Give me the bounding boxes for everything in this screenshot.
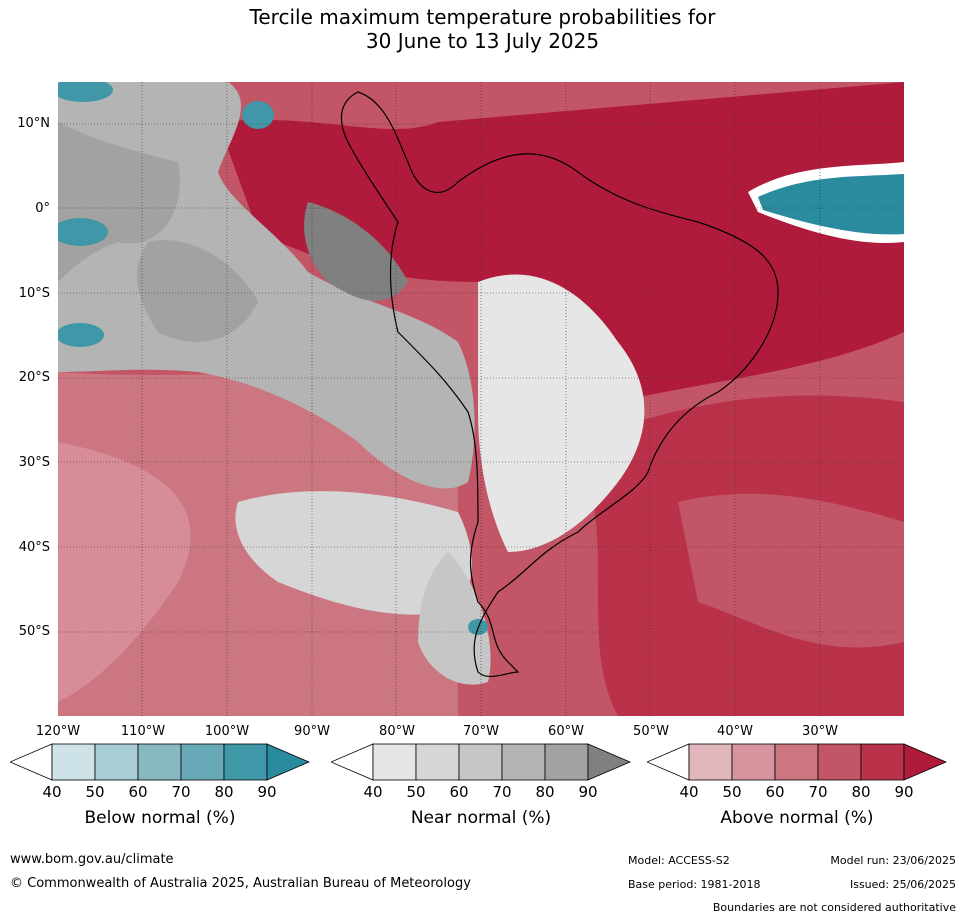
colorbar-above xyxy=(647,743,947,781)
colorbar-segment xyxy=(372,743,417,781)
colorbar-tick-label: 50 xyxy=(722,783,742,801)
colorbar-title-below: Below normal (%) xyxy=(84,808,236,828)
colorbar-tick-label: 40 xyxy=(42,783,62,801)
website-link[interactable]: www.bom.gov.au/climate xyxy=(10,852,174,867)
lon-label: 40°W xyxy=(717,724,753,739)
colorbar-segment xyxy=(137,743,182,781)
colorbar-title-near: Near normal (%) xyxy=(410,808,552,828)
colorbar-segment xyxy=(860,743,905,781)
colorbar-tick-label: 50 xyxy=(406,783,426,801)
colorbar-segment xyxy=(458,743,503,781)
issued-text: Issued: 25/06/2025 xyxy=(849,878,956,891)
colorbar-tick-label: 40 xyxy=(363,783,383,801)
colorbar-tick-label: 40 xyxy=(679,783,699,801)
colorbar-segment xyxy=(774,743,819,781)
colorbar-extend-low xyxy=(331,743,374,781)
lon-label: 50°W xyxy=(633,724,669,739)
colorbar-tick-label: 60 xyxy=(765,783,785,801)
colorbar-tick-label: 80 xyxy=(535,783,555,801)
colorbar-extend-high xyxy=(587,743,631,781)
lon-label: 80°W xyxy=(379,724,415,739)
colorbar-tick-label: 90 xyxy=(578,783,598,801)
colorbar-title-above: Above normal (%) xyxy=(720,808,874,828)
model-text: Model: ACCESS-S2 xyxy=(628,854,730,867)
lat-label: 50°S xyxy=(18,624,50,639)
colorbar-segment xyxy=(223,743,268,781)
colorbar-tick-label: 70 xyxy=(808,783,828,801)
lon-label: 110°W xyxy=(120,724,166,739)
colorbar-extend-low xyxy=(647,743,690,781)
model-run-text: Model run: 23/06/2025 xyxy=(830,854,956,867)
lon-label: 100°W xyxy=(204,724,250,739)
lat-label: 30°S xyxy=(18,455,50,470)
colorbar-below xyxy=(10,743,310,781)
colorbar-segment xyxy=(731,743,776,781)
map-title-line-1: Tercile maximum temperature probabilitie… xyxy=(249,5,716,29)
lon-label: 120°W xyxy=(35,724,81,739)
probability-map xyxy=(58,82,904,716)
colorbar-extend-low xyxy=(10,743,53,781)
colorbar-segment xyxy=(501,743,546,781)
copyright-text: © Commonwealth of Australia 2025, Austra… xyxy=(10,876,471,891)
base-period-text: Base period: 1981-2018 xyxy=(628,878,761,891)
colorbar-tick-label: 60 xyxy=(128,783,148,801)
colorbar-segment xyxy=(180,743,225,781)
colorbar-segment xyxy=(544,743,589,781)
colorbar-tick-label: 90 xyxy=(257,783,277,801)
colorbar-extend-high xyxy=(903,743,947,781)
lat-label: 0° xyxy=(35,201,50,216)
colorbar-tick-label: 70 xyxy=(492,783,512,801)
colorbar-tick-label: 90 xyxy=(894,783,914,801)
colorbar-segment xyxy=(51,743,96,781)
lon-label: 30°W xyxy=(802,724,838,739)
colorbar-tick-label: 80 xyxy=(851,783,871,801)
colorbar-tick-label: 70 xyxy=(171,783,191,801)
graticule xyxy=(58,82,904,716)
lon-label: 60°W xyxy=(548,724,584,739)
colorbar-tick-label: 60 xyxy=(449,783,469,801)
colorbar-segment xyxy=(415,743,460,781)
south-america-outline xyxy=(340,91,779,677)
probability-map-canvas xyxy=(58,82,904,716)
map-title-line-2: 30 June to 13 July 2025 xyxy=(365,29,600,53)
lon-label: 70°W xyxy=(463,724,499,739)
lon-label: 90°W xyxy=(294,724,330,739)
colorbar-tick-label: 80 xyxy=(214,783,234,801)
colorbar-near xyxy=(331,743,631,781)
lat-label: 10°S xyxy=(18,286,50,301)
colorbar-segment xyxy=(817,743,862,781)
lat-label: 20°S xyxy=(18,370,50,385)
disclaimer-text: Boundaries are not considered authoritat… xyxy=(712,901,956,914)
colorbar-segment xyxy=(94,743,139,781)
colorbar-segment xyxy=(688,743,733,781)
lat-label: 10°N xyxy=(17,116,50,131)
colorbar-extend-high xyxy=(266,743,310,781)
lat-label: 40°S xyxy=(18,540,50,555)
colorbar-tick-label: 50 xyxy=(85,783,105,801)
